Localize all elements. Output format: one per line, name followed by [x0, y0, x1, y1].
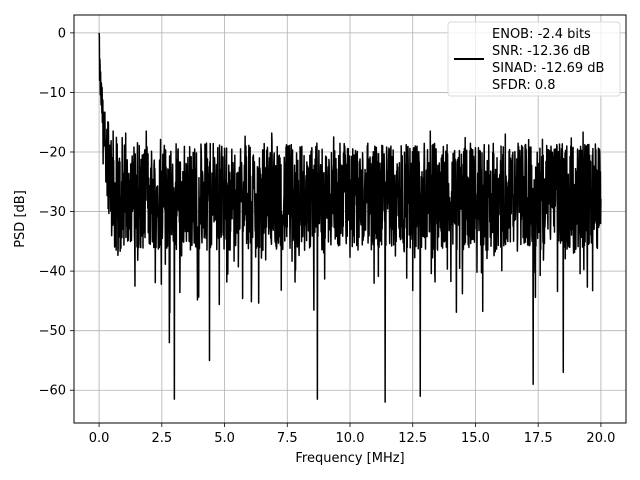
- y-tick-label: −20: [39, 145, 66, 160]
- x-axis: 0.0 2.5 5.0 7.5 10.0 12.5 15.0 17.5 20.0: [89, 423, 615, 446]
- y-tick-label: 0: [58, 26, 66, 41]
- y-tick-label: −50: [39, 324, 66, 339]
- y-axis: 0 −10 −20 −30 −40 −50 −60: [39, 26, 74, 399]
- legend-entry-sinad: SINAD: -12.69 dB: [492, 61, 604, 76]
- x-tick-label: 0.0: [89, 431, 110, 446]
- x-tick-label: 10.0: [336, 431, 365, 446]
- y-tick-label: −40: [39, 265, 66, 280]
- legend-entry-sfdr: SFDR: 0.8: [492, 78, 556, 93]
- legend-box: [447, 21, 621, 97]
- x-tick-label: 17.5: [524, 431, 553, 446]
- legend-entry-enob: ENOB: -2.4 bits: [492, 27, 591, 42]
- x-tick-label: 5.0: [214, 431, 235, 446]
- x-tick-label: 2.5: [151, 431, 172, 446]
- legend-entry-snr: SNR: -12.36 dB: [492, 44, 590, 59]
- y-tick-label: −60: [39, 384, 66, 399]
- y-axis-title: PSD [dB]: [13, 190, 28, 248]
- psd-series-line: [98, 32, 602, 403]
- x-tick-label: 15.0: [461, 431, 490, 446]
- legend: ENOB: -2.4 bits SNR: -12.36 dB SINAD: -1…: [447, 21, 621, 97]
- x-tick-label: 7.5: [277, 431, 298, 446]
- y-tick-label: −10: [39, 86, 66, 101]
- y-tick-label: −30: [39, 205, 66, 220]
- series-layer: [98, 32, 602, 403]
- x-tick-label: 12.5: [398, 431, 427, 446]
- x-axis-title: Frequency [MHz]: [295, 451, 404, 466]
- x-tick-label: 20.0: [586, 431, 615, 446]
